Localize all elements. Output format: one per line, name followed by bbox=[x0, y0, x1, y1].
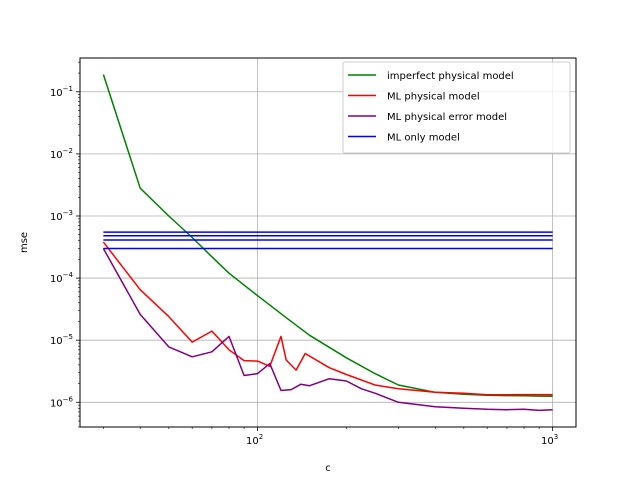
legend-label: imperfect physical model bbox=[387, 71, 514, 82]
y-tick-label-exp: −4 bbox=[63, 271, 74, 279]
x-tick-label: 102 bbox=[246, 433, 263, 447]
y-tick-label-base: 10 bbox=[50, 336, 63, 347]
series-imperfect-physical-model-line bbox=[102, 74, 553, 398]
y-tick-label-base: 10 bbox=[50, 398, 63, 409]
x-tick-label: 103 bbox=[541, 433, 558, 447]
series-ml-physical-error-model-line bbox=[102, 248, 553, 412]
legend-box bbox=[342, 61, 571, 154]
x-tick-label-base: 10 bbox=[246, 436, 259, 447]
series-ml-physical-model-line bbox=[102, 241, 553, 396]
legend-label: ML only model bbox=[387, 133, 460, 144]
plot-frame bbox=[79, 57, 577, 428]
y-axis-label: mse bbox=[19, 232, 30, 253]
legend-label: ML physical model bbox=[387, 92, 480, 103]
y-tick-label-exp: −1 bbox=[63, 85, 73, 93]
series-layer bbox=[102, 74, 553, 412]
x-tick-label-exp: 3 bbox=[554, 433, 558, 441]
y-tick-label-base: 10 bbox=[50, 88, 63, 99]
x-tick-label-base: 10 bbox=[541, 436, 554, 447]
y-tick-label-exp: −5 bbox=[63, 333, 73, 341]
y-tick-label: 10−1 bbox=[50, 85, 73, 99]
y-tick-label: 10−4 bbox=[50, 271, 74, 285]
legend: imperfect physical model ML physical mode… bbox=[342, 61, 571, 154]
y-tick-label-base: 10 bbox=[50, 150, 63, 161]
y-tick-label-exp: −2 bbox=[63, 147, 73, 155]
y-tick-label-exp: −6 bbox=[63, 395, 74, 403]
y-tick-label: 10−5 bbox=[50, 333, 73, 347]
y-tick-label-base: 10 bbox=[50, 274, 63, 285]
y-tick-label: 10−6 bbox=[50, 395, 74, 409]
y-tick-label: 10−3 bbox=[50, 209, 73, 223]
y-tick-label: 10−2 bbox=[50, 147, 73, 161]
x-tick-label-exp: 2 bbox=[259, 433, 263, 441]
y-tick-label-exp: −3 bbox=[63, 209, 73, 217]
x-axis-label: c bbox=[325, 463, 331, 474]
legend-label: ML physical error model bbox=[387, 112, 507, 123]
y-tick-label-base: 10 bbox=[50, 212, 63, 223]
